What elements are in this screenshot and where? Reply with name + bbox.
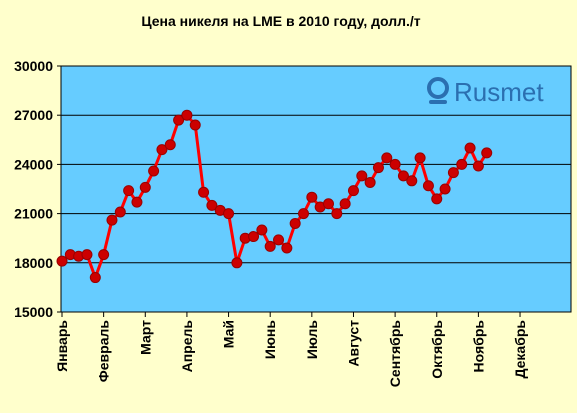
x-tick-label: Октябрь bbox=[429, 320, 445, 379]
data-point bbox=[256, 224, 268, 236]
data-point bbox=[422, 180, 434, 192]
y-tick-label: 30000 bbox=[14, 58, 53, 74]
data-point bbox=[389, 158, 401, 170]
data-point bbox=[356, 170, 368, 182]
y-axis-ticks: 15000 18000 21000 24000 27000 30000 bbox=[14, 58, 61, 320]
data-point bbox=[381, 152, 393, 164]
data-point bbox=[198, 186, 210, 198]
data-point bbox=[414, 152, 426, 164]
data-point bbox=[98, 249, 110, 261]
data-point bbox=[106, 214, 118, 226]
data-point bbox=[364, 176, 376, 188]
x-tick-label: Ноябрь bbox=[470, 320, 486, 373]
x-tick-label: Январь bbox=[54, 320, 70, 372]
data-point bbox=[173, 114, 185, 126]
data-point bbox=[148, 165, 160, 177]
data-point bbox=[164, 139, 176, 151]
data-point bbox=[189, 119, 201, 131]
y-tick-label: 15000 bbox=[14, 304, 53, 320]
x-tick-label: Май bbox=[221, 320, 237, 348]
data-point bbox=[339, 198, 351, 210]
logo-icon bbox=[427, 77, 449, 104]
x-tick-label: Февраль bbox=[96, 320, 112, 383]
data-point bbox=[372, 162, 384, 174]
data-point bbox=[472, 160, 484, 172]
x-tick-label: Август bbox=[345, 320, 361, 367]
data-point bbox=[123, 185, 135, 197]
data-point bbox=[231, 257, 243, 269]
data-point bbox=[306, 191, 318, 203]
data-point bbox=[281, 242, 293, 254]
data-point bbox=[114, 206, 126, 218]
data-point bbox=[289, 217, 301, 229]
data-point bbox=[456, 158, 468, 170]
data-point bbox=[298, 208, 310, 220]
data-point bbox=[431, 193, 443, 205]
data-point bbox=[89, 272, 101, 284]
data-point bbox=[464, 142, 476, 154]
data-point bbox=[248, 231, 260, 243]
data-point bbox=[439, 183, 451, 195]
data-point bbox=[331, 208, 343, 220]
data-point bbox=[223, 208, 235, 220]
data-point bbox=[406, 175, 418, 187]
data-point bbox=[273, 234, 285, 246]
data-point bbox=[447, 167, 459, 179]
data-point bbox=[347, 185, 359, 197]
y-tick-label: 21000 bbox=[14, 206, 53, 222]
gridlines bbox=[61, 114, 571, 264]
chart-title: Цена никеля на LME в 2010 году, долл./т bbox=[141, 13, 420, 29]
data-point bbox=[156, 144, 168, 156]
data-point bbox=[481, 147, 493, 159]
data-point bbox=[181, 109, 193, 121]
x-tick-label: Июнь bbox=[262, 320, 278, 359]
data-point bbox=[139, 181, 151, 193]
x-tick-label: Июль bbox=[304, 320, 320, 360]
data-point bbox=[264, 240, 276, 252]
x-tick-label: Апрель bbox=[179, 320, 195, 373]
x-tick-label: Сентябрь bbox=[387, 320, 403, 388]
x-tick-label: Декабрь bbox=[512, 320, 528, 379]
y-tick-label: 18000 bbox=[14, 255, 53, 271]
rusmet-logo: Rusmet bbox=[427, 77, 544, 107]
data-point bbox=[397, 170, 409, 182]
x-tick-label: Март bbox=[137, 320, 153, 355]
data-point bbox=[322, 198, 334, 210]
y-tick-label: 27000 bbox=[14, 107, 53, 123]
logo-text: Rusmet bbox=[454, 77, 544, 107]
data-point bbox=[131, 196, 143, 208]
data-point bbox=[81, 249, 93, 261]
series-layer bbox=[56, 109, 493, 284]
data-point bbox=[206, 199, 218, 211]
y-tick-label: 24000 bbox=[14, 156, 53, 172]
data-point bbox=[56, 255, 68, 267]
x-axis-ticks: Январь Февраль Март Апрель Май Июнь Июль Август… bbox=[54, 312, 528, 387]
